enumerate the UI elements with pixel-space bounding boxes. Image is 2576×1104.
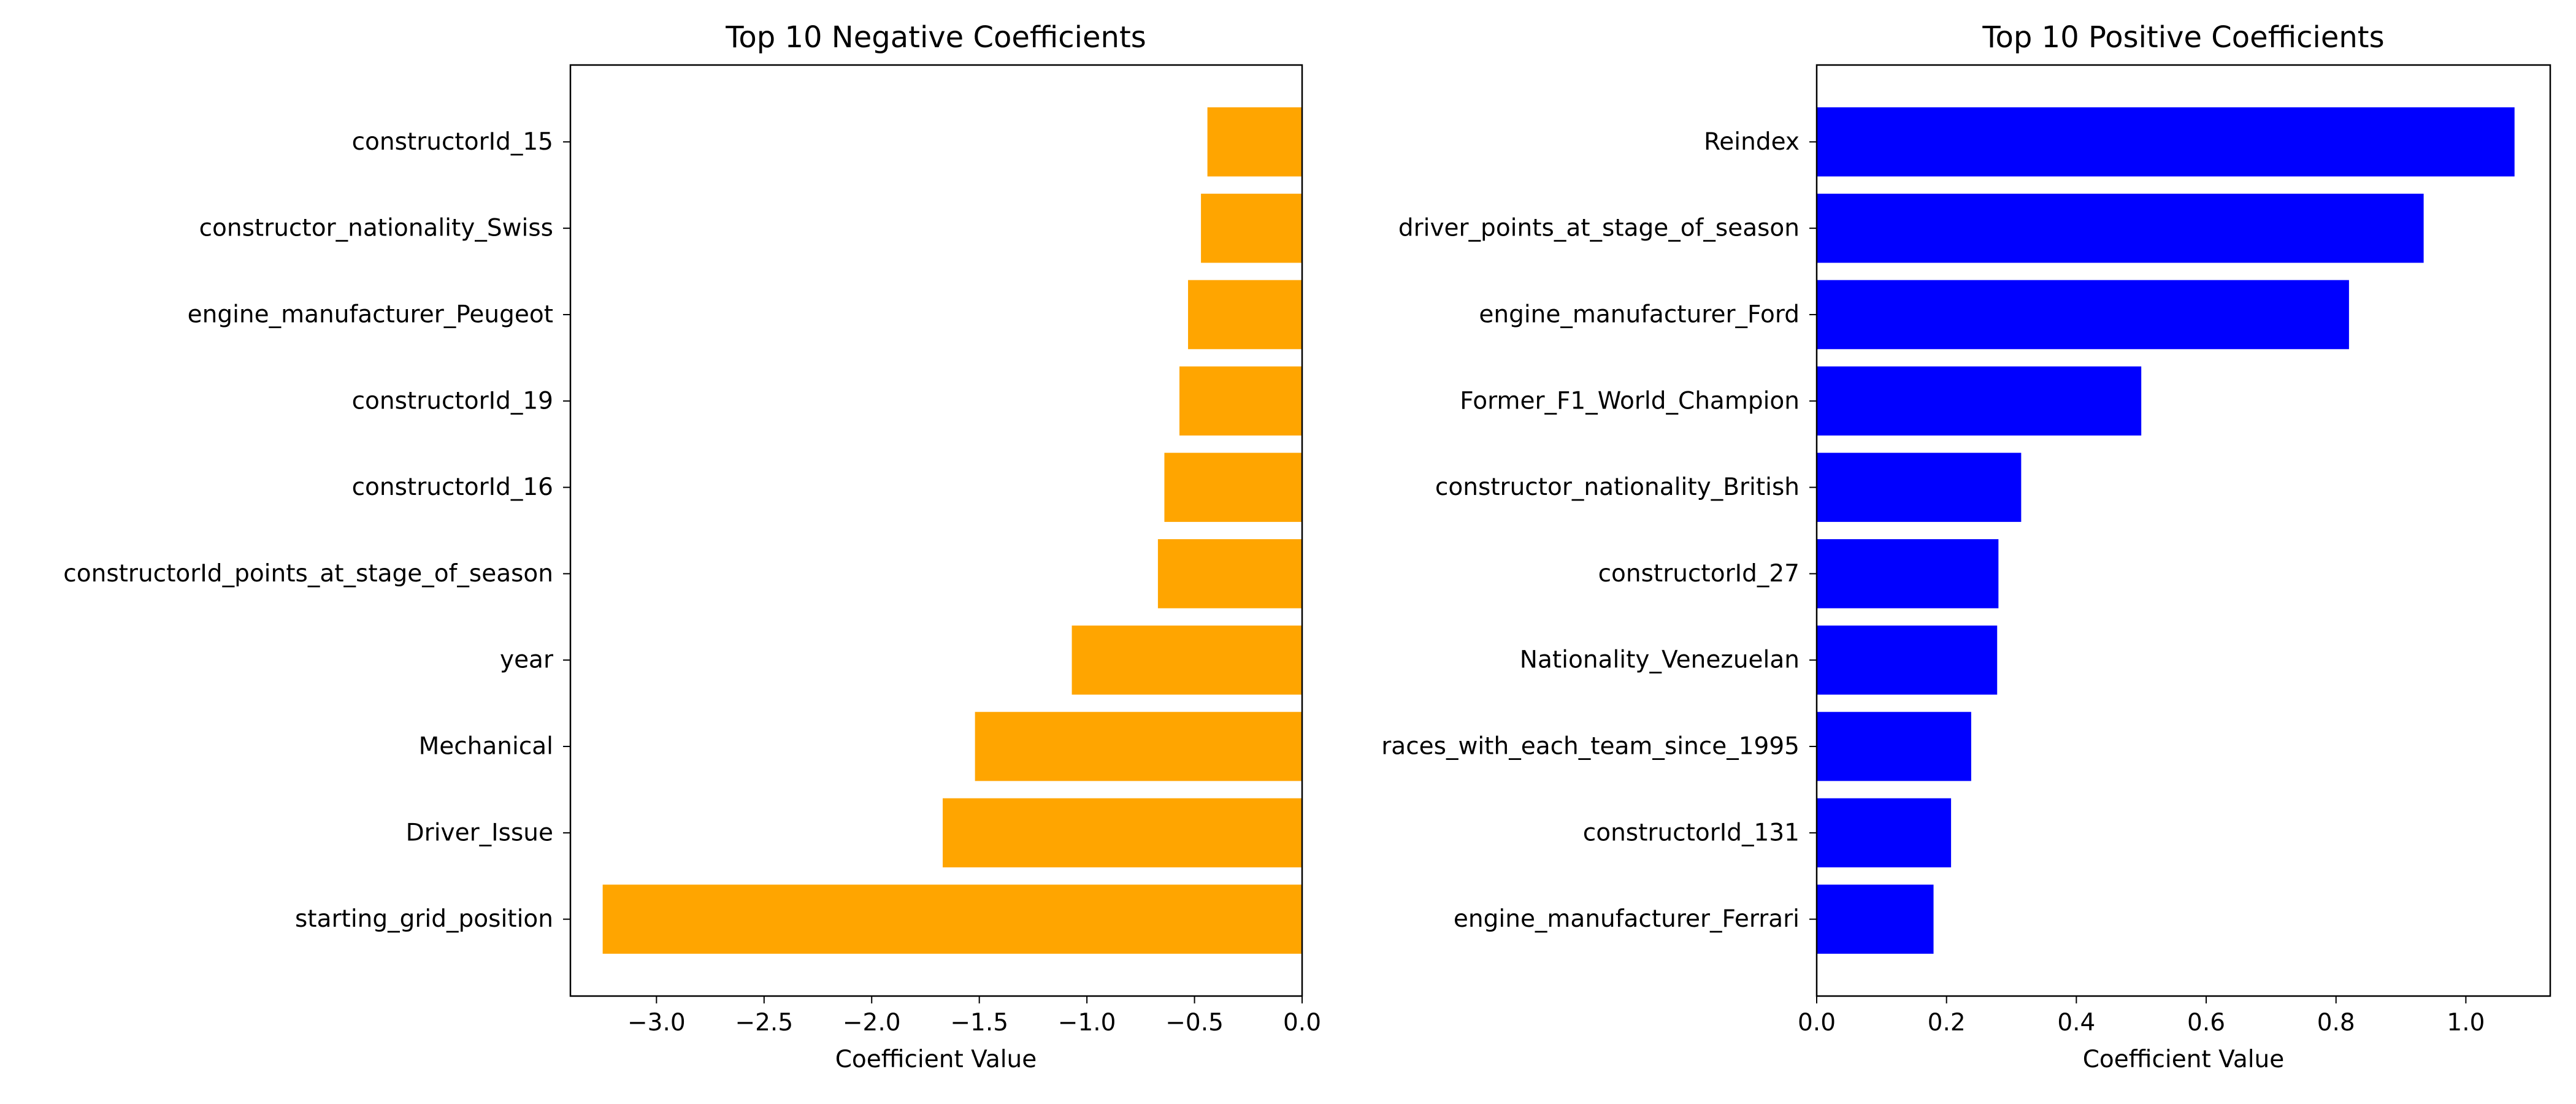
x-tick-label: −1.5 <box>950 1009 1008 1037</box>
positive-coefficients-panel: Top 10 Positive Coefficients Coefficient… <box>1381 20 2550 1073</box>
x-tick-label: −0.5 <box>1165 1009 1224 1037</box>
x-tick-label: −2.5 <box>735 1009 793 1037</box>
x-axis-label: Coefficient Value <box>2083 1046 2285 1073</box>
y-tick-label: Reindex <box>1704 128 1800 156</box>
chart-title: Top 10 Positive Coefficients <box>1982 20 2384 55</box>
y-tick-label: engine_manufacturer_Ford <box>1479 301 1800 328</box>
x-axis-label: Coefficient Value <box>835 1046 1037 1073</box>
bar <box>1817 539 1998 608</box>
bar <box>1072 626 1302 695</box>
bar <box>603 884 1302 954</box>
x-tick-label: 0.8 <box>2317 1009 2355 1037</box>
bar <box>1817 107 2515 177</box>
bar <box>975 712 1302 781</box>
bar <box>1158 539 1302 608</box>
bar <box>1817 453 2021 522</box>
bar <box>1817 366 2141 435</box>
y-tick-label: constructorId_points_at_stage_of_season <box>63 560 553 588</box>
y-tick-label: Driver_Issue <box>406 819 553 846</box>
y-tick-label: Former_F1_World_Champion <box>1460 387 1800 415</box>
y-tick-label: constructor_nationality_Swiss <box>199 215 553 242</box>
y-tick-label: Nationality_Venezuelan <box>1520 646 1800 674</box>
y-tick-label: constructor_nationality_British <box>1435 473 1800 501</box>
bar <box>1201 194 1302 263</box>
y-tick-label: constructorId_27 <box>1598 560 1800 588</box>
bar <box>1817 280 2349 350</box>
x-tick-label: −1.0 <box>1058 1009 1116 1037</box>
bar <box>1817 626 1997 695</box>
bar <box>1817 712 1971 781</box>
x-tick-label: 1.0 <box>2447 1009 2485 1037</box>
y-tick-label: driver_points_at_stage_of_season <box>1398 215 1800 242</box>
x-tick-label: 0.0 <box>1798 1009 1836 1037</box>
negative-coefficients-panel: Top 10 Negative Coefficients Coefficient… <box>63 20 1321 1073</box>
y-tick-label: constructorId_131 <box>1583 819 1800 846</box>
y-tick-label: constructorId_15 <box>352 128 553 156</box>
bar <box>1188 280 1302 350</box>
y-tick-label: engine_manufacturer_Peugeot <box>188 301 553 328</box>
x-tick-label: −2.0 <box>843 1009 901 1037</box>
bar <box>1179 366 1302 435</box>
y-tick-label: starting_grid_position <box>295 905 553 933</box>
bar <box>943 799 1302 868</box>
bar <box>1817 799 1951 868</box>
x-tick-label: 0.4 <box>2057 1009 2095 1037</box>
y-tick-label: constructorId_16 <box>352 473 553 501</box>
bar <box>1164 453 1302 522</box>
y-tick-label: year <box>500 646 554 674</box>
bar <box>1208 107 1302 177</box>
y-tick-label: constructorId_19 <box>352 387 553 415</box>
x-tick-label: 0.6 <box>2187 1009 2225 1037</box>
y-tick-label: races_with_each_team_since_1995 <box>1381 733 1800 761</box>
chart-title: Top 10 Negative Coefficients <box>725 20 1146 55</box>
x-tick-label: −3.0 <box>627 1009 686 1037</box>
x-tick-label: 0.2 <box>1928 1009 1966 1037</box>
bar <box>1817 884 1934 954</box>
y-tick-label: engine_manufacturer_Ferrari <box>1454 905 1800 933</box>
y-tick-label: Mechanical <box>419 733 553 761</box>
x-tick-label: 0.0 <box>1283 1009 1321 1037</box>
bar <box>1817 194 2424 263</box>
